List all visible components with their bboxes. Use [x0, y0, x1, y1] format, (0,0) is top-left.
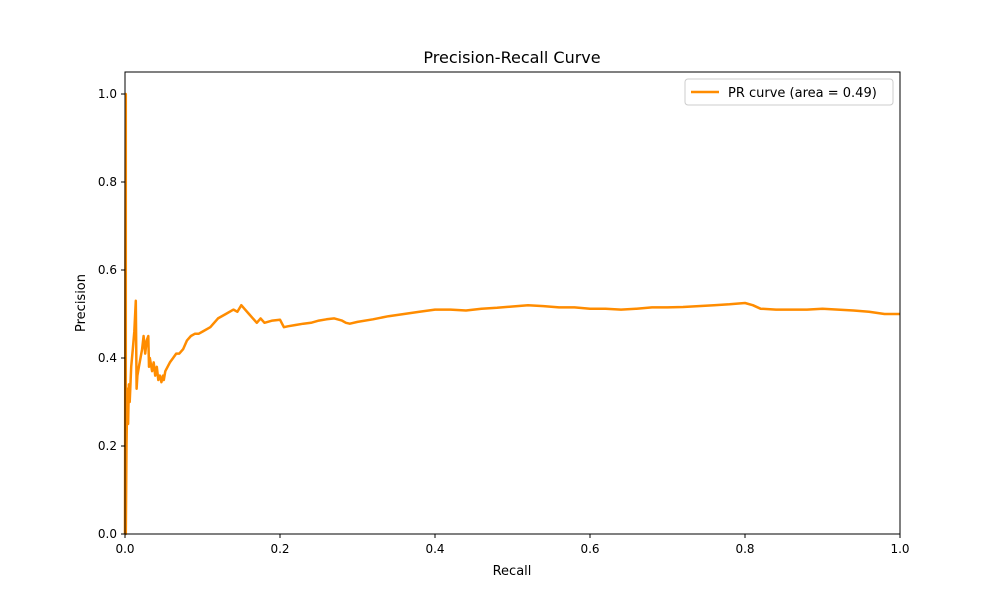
plot-frame: [124, 71, 901, 535]
legend-label-pr-curve: PR curve (area = 0.49): [728, 86, 877, 101]
y-tick-label: 1.0: [98, 87, 117, 101]
y-tick-label: 0.8: [98, 175, 117, 189]
x-tick-label: 0.0: [115, 542, 134, 556]
x-axis-label: Recall: [493, 564, 532, 579]
x-axis-ticks: 0.0 0.2 0.4 0.6 0.8 1.0: [115, 534, 910, 556]
x-tick-label: 0.4: [425, 542, 444, 556]
y-tick-label: 0.4: [98, 351, 117, 365]
plot-lines: [123, 92, 900, 536]
y-tick-label: 0.6: [98, 263, 117, 277]
chart-title: Precision-Recall Curve: [423, 48, 600, 67]
series-line-0: [123, 92, 900, 536]
y-tick-label: 0.2: [98, 439, 117, 453]
y-tick-label: 0.0: [98, 527, 117, 541]
legend-box: [684, 78, 894, 106]
x-tick-label: 0.8: [735, 542, 754, 556]
x-tick-label: 0.6: [580, 542, 599, 556]
legend: PR curve (area = 0.49): [684, 78, 894, 106]
x-tick-label: 1.0: [890, 542, 909, 556]
x-tick-label: 0.2: [270, 542, 289, 556]
y-axis-ticks: 0.0 0.2 0.4 0.6 0.8 1.0: [98, 87, 125, 541]
y-axis-label: Precision: [74, 274, 89, 332]
